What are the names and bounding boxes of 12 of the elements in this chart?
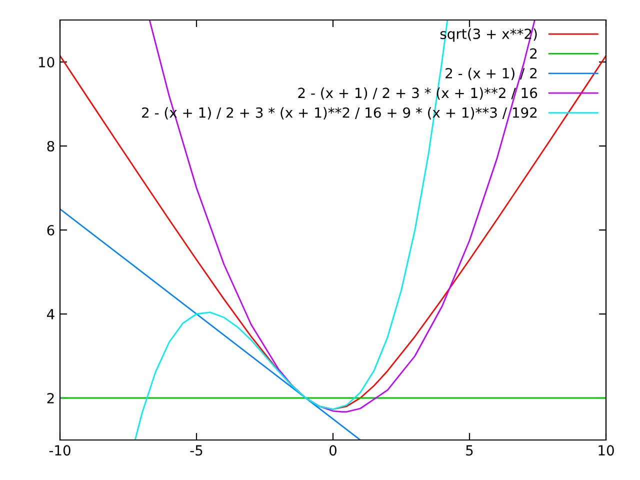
y-tick-label: 4 — [46, 309, 54, 320]
x-tick-label: 0 — [329, 445, 336, 456]
x-tick-label: 5 — [466, 445, 473, 456]
x-tick-label: -10 — [49, 445, 70, 456]
legend-label: 2 — [530, 48, 537, 59]
y-tick-label: 6 — [47, 224, 54, 236]
line-series — [148, 20, 536, 413]
y-tick-label: 2 — [47, 392, 54, 404]
x-tick-label: 10 — [598, 445, 614, 456]
y-tick-label: 8 — [47, 140, 54, 152]
y-tick-label: 10 — [38, 56, 54, 68]
x-tick-label: -5 — [190, 445, 202, 456]
